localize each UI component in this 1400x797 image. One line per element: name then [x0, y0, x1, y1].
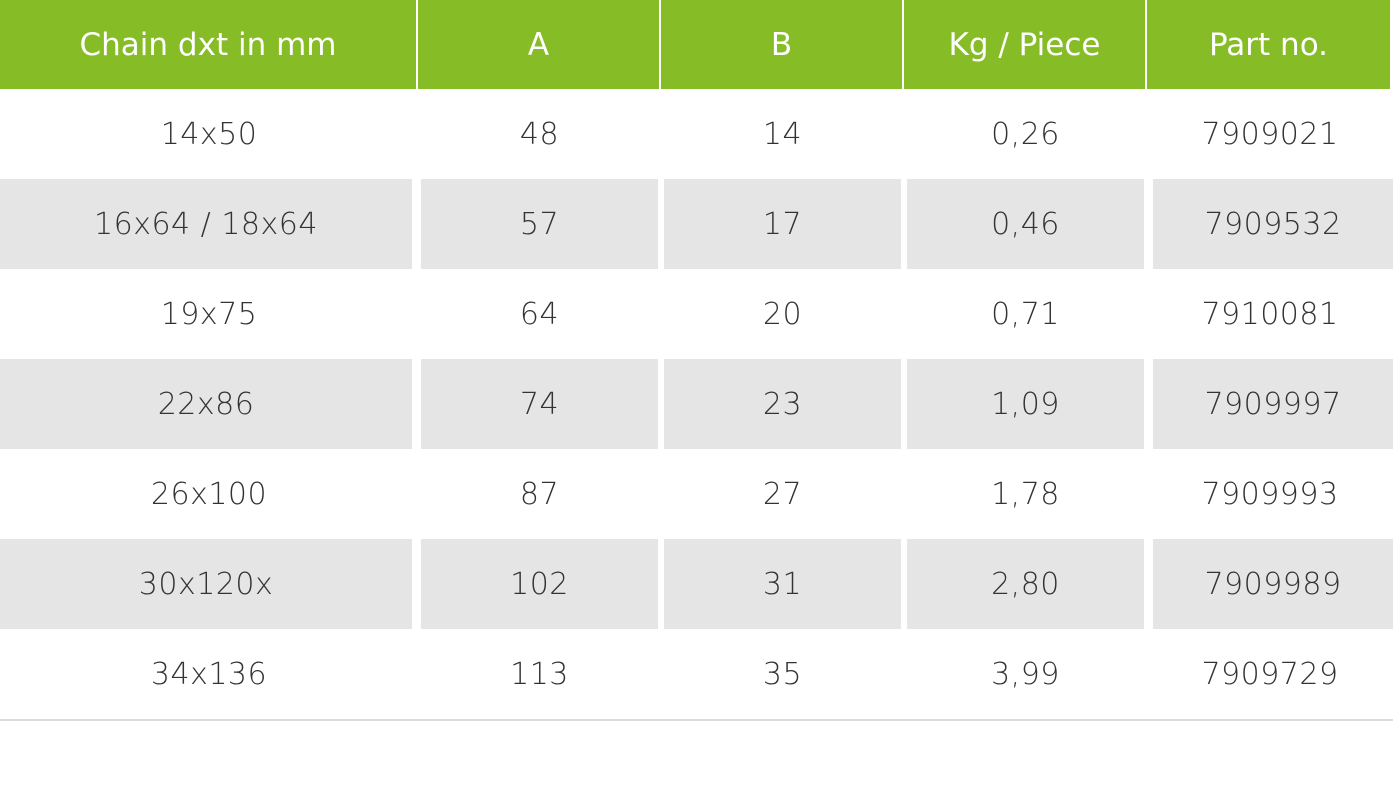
cell-kg-per-piece: 0,26	[904, 89, 1147, 179]
cell-kg-per-piece: 1,78	[904, 449, 1147, 539]
cell-part-no: 7909989	[1153, 539, 1393, 629]
table-row: 14x50 48 14 0,26 7909021	[0, 89, 1393, 179]
header-a: A	[418, 0, 661, 89]
cell-a: 102	[421, 539, 664, 629]
cell-kg-per-piece: 3,99	[904, 629, 1147, 719]
cell-part-no: 7909729	[1147, 629, 1393, 719]
table-bottom-divider	[0, 719, 1393, 721]
cell-a: 64	[418, 269, 661, 359]
cell-kg-per-piece: 0,71	[904, 269, 1147, 359]
table-row: 19x75 64 20 0,71 7910081	[0, 269, 1393, 359]
table-row: 16x64 / 18x64 57 17 0,46 7909532	[0, 179, 1393, 269]
cell-b: 35	[661, 629, 904, 719]
header-part-no: Part no.	[1147, 0, 1390, 89]
cell-a: 48	[418, 89, 661, 179]
cell-b: 27	[661, 449, 904, 539]
cell-chain-dxt: 19x75	[0, 269, 418, 359]
cell-a: 113	[418, 629, 661, 719]
cell-part-no: 7909532	[1153, 179, 1393, 269]
cell-chain-dxt: 34x136	[0, 629, 418, 719]
cell-chain-dxt: 16x64 / 18x64	[0, 179, 418, 269]
cell-chain-dxt: 26x100	[0, 449, 418, 539]
table-row: 26x100 87 27 1,78 7909993	[0, 449, 1393, 539]
table-header-row: Chain dxt in mm A B Kg / Piece Part no.	[0, 0, 1393, 89]
table-row: 30x120x 102 31 2,80 7909989	[0, 539, 1393, 629]
header-b: B	[661, 0, 904, 89]
cell-part-no: 7909993	[1147, 449, 1393, 539]
cell-a: 87	[418, 449, 661, 539]
cell-chain-dxt: 30x120x	[0, 539, 418, 629]
cell-kg-per-piece: 2,80	[907, 539, 1150, 629]
cell-b: 17	[664, 179, 907, 269]
cell-b: 31	[664, 539, 907, 629]
chain-spec-table: Chain dxt in mm A B Kg / Piece Part no. …	[0, 0, 1393, 721]
cell-b: 14	[661, 89, 904, 179]
cell-part-no: 7910081	[1147, 269, 1393, 359]
cell-a: 57	[421, 179, 664, 269]
header-kg-per-piece: Kg / Piece	[904, 0, 1147, 89]
cell-b: 23	[664, 359, 907, 449]
cell-a: 74	[421, 359, 664, 449]
cell-part-no: 7909021	[1147, 89, 1393, 179]
cell-chain-dxt: 22x86	[0, 359, 418, 449]
cell-chain-dxt: 14x50	[0, 89, 418, 179]
table-row: 34x136 113 35 3,99 7909729	[0, 629, 1393, 719]
table-row: 22x86 74 23 1,09 7909997	[0, 359, 1393, 449]
cell-part-no: 7909997	[1153, 359, 1393, 449]
cell-kg-per-piece: 1,09	[907, 359, 1150, 449]
cell-b: 20	[661, 269, 904, 359]
cell-kg-per-piece: 0,46	[907, 179, 1150, 269]
header-chain-dxt: Chain dxt in mm	[0, 0, 418, 89]
